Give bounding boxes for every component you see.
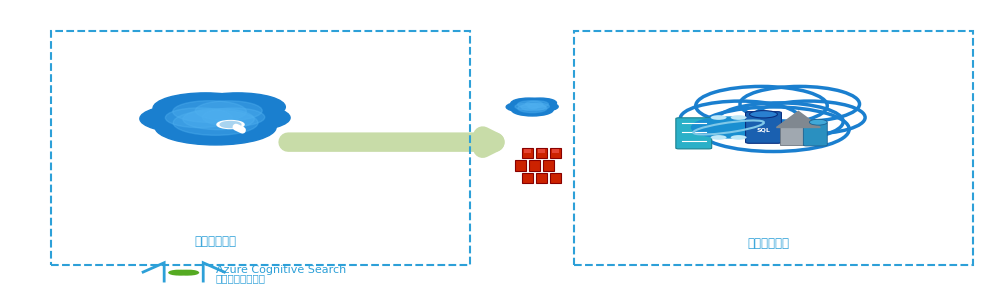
- Circle shape: [695, 86, 827, 125]
- Circle shape: [753, 101, 865, 134]
- Circle shape: [515, 103, 538, 110]
- Bar: [536, 173, 547, 184]
- Circle shape: [173, 101, 247, 122]
- Circle shape: [202, 108, 265, 126]
- Circle shape: [217, 120, 244, 128]
- Text: インデクサー: インデクサー: [195, 235, 237, 248]
- Polygon shape: [776, 111, 820, 128]
- Bar: [536, 148, 547, 158]
- Circle shape: [155, 109, 276, 145]
- Circle shape: [516, 103, 551, 113]
- Bar: [543, 160, 554, 171]
- Circle shape: [195, 101, 262, 120]
- Circle shape: [201, 104, 290, 131]
- Bar: [550, 148, 561, 158]
- Circle shape: [680, 101, 800, 136]
- Ellipse shape: [809, 119, 827, 125]
- Circle shape: [506, 102, 539, 112]
- Circle shape: [510, 98, 547, 109]
- Bar: [522, 148, 533, 158]
- Text: データソース: データソース: [747, 237, 789, 250]
- Bar: [574, 31, 973, 265]
- Text: Azure Cognitive Search: Azure Cognitive Search: [216, 265, 346, 275]
- Circle shape: [220, 121, 241, 128]
- FancyBboxPatch shape: [780, 128, 804, 145]
- Circle shape: [710, 115, 726, 120]
- Circle shape: [521, 104, 545, 111]
- Circle shape: [517, 101, 542, 108]
- Circle shape: [740, 86, 859, 122]
- Bar: [522, 173, 533, 184]
- Circle shape: [183, 109, 255, 130]
- Circle shape: [173, 110, 258, 135]
- Ellipse shape: [749, 111, 777, 118]
- Bar: [529, 160, 540, 171]
- Circle shape: [527, 103, 549, 110]
- FancyBboxPatch shape: [676, 118, 711, 149]
- Circle shape: [168, 270, 188, 276]
- Bar: [552, 149, 559, 153]
- Bar: [515, 160, 526, 171]
- Text: 付想ネットワーク: 付想ネットワーク: [216, 274, 266, 284]
- Circle shape: [153, 93, 258, 124]
- Bar: [524, 149, 531, 153]
- FancyBboxPatch shape: [803, 122, 827, 146]
- Circle shape: [527, 102, 558, 111]
- Circle shape: [525, 101, 548, 107]
- Text: SQL: SQL: [756, 128, 770, 133]
- Bar: [550, 173, 561, 184]
- Circle shape: [523, 98, 556, 108]
- Circle shape: [166, 108, 233, 128]
- Circle shape: [190, 93, 286, 121]
- Bar: [538, 149, 545, 153]
- Circle shape: [690, 116, 766, 139]
- Circle shape: [715, 103, 843, 140]
- Circle shape: [697, 107, 849, 152]
- Circle shape: [179, 270, 199, 276]
- Circle shape: [174, 270, 194, 276]
- Circle shape: [730, 115, 746, 120]
- Circle shape: [517, 104, 546, 113]
- Circle shape: [511, 104, 553, 116]
- Circle shape: [140, 104, 236, 133]
- Circle shape: [730, 135, 746, 140]
- Circle shape: [710, 135, 726, 140]
- Circle shape: [170, 106, 272, 136]
- FancyBboxPatch shape: [745, 112, 781, 143]
- Bar: [51, 31, 470, 265]
